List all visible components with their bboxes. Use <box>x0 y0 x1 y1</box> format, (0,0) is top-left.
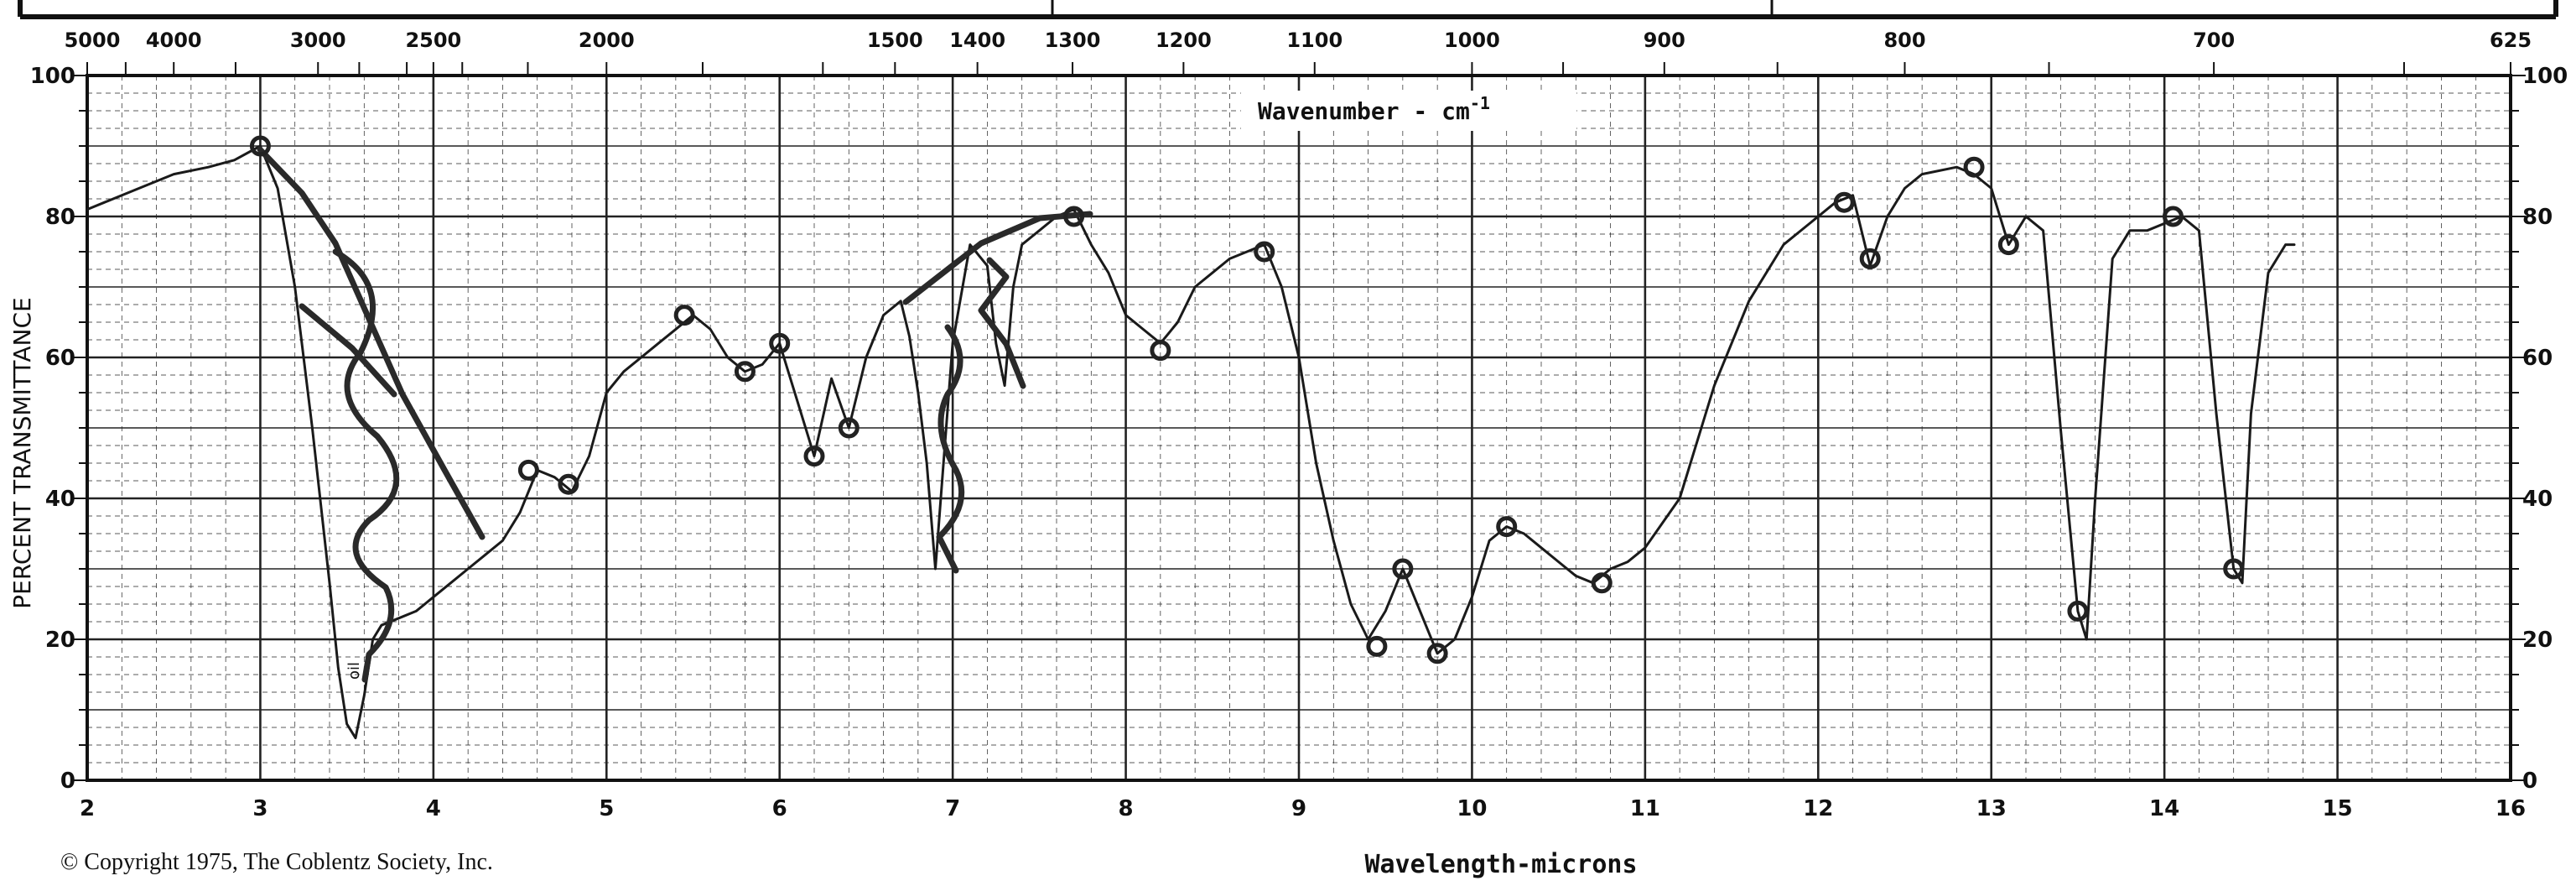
oil-annotation: oil <box>345 662 363 680</box>
y-tick-label-left: 0 <box>60 769 75 794</box>
peak-marker <box>1392 558 1414 580</box>
pen-mark <box>257 146 486 540</box>
top-tick-label: 700 <box>2193 29 2235 52</box>
y-tick-label-right: 80 <box>2522 205 2553 230</box>
peak-marker <box>769 332 791 354</box>
top-frame <box>18 0 2558 19</box>
top-tick-label: 900 <box>1644 29 1685 52</box>
top-tick-label: 3000 <box>290 29 346 52</box>
x-tick-label: 13 <box>1976 796 2007 821</box>
peak-marker <box>1254 241 1275 263</box>
top-tick-labels: 5000 4000 3000 2500 2000 1500 1400 1300 1200 1100… <box>65 29 2532 52</box>
peak-marker <box>1591 572 1613 594</box>
peak-marker <box>558 473 579 495</box>
top-tick-label: 1400 <box>949 29 1005 52</box>
top-tick-label: 2000 <box>579 29 635 52</box>
x-tick-label: 11 <box>1630 796 1660 821</box>
top-tick-label: 1100 <box>1286 29 1343 52</box>
peak-marker <box>517 459 539 481</box>
y-axis-label: PERCENT TRANSMITTANCE <box>8 297 36 608</box>
copyright-text: © Copyright 1975, The Coblentz Society, … <box>60 849 493 875</box>
y-tick-label-left: 60 <box>45 346 75 371</box>
x-tick-label: 14 <box>2149 796 2179 821</box>
top-tick-label: 5000 <box>65 29 121 52</box>
x-tick-label: 12 <box>1803 796 1833 821</box>
peak-marker <box>1859 248 1881 269</box>
pen-mark <box>332 248 400 683</box>
top-tick-label: 625 <box>2490 29 2532 52</box>
x-tick-labels: 2 3 4 5 6 7 8 9 10 11 12 13 14 15 16 <box>80 796 2526 821</box>
pen-mark <box>978 257 1026 389</box>
y-tick-label-left: 40 <box>45 487 75 512</box>
series-group <box>86 144 2296 740</box>
top-tick-label: 1000 <box>1444 29 1500 52</box>
peak-marker <box>803 446 825 467</box>
x-tick-label: 15 <box>2322 796 2352 821</box>
y-tick-label-right: 40 <box>2522 487 2553 512</box>
peak-marker <box>838 417 860 439</box>
pen-marks <box>249 135 2245 683</box>
y-tick-label-left: 80 <box>45 205 75 230</box>
y-tick-label-right: 20 <box>2522 628 2553 653</box>
x-tick-label: 3 <box>252 796 267 821</box>
x-tick-label: 10 <box>1457 796 1487 821</box>
top-tick-label: 2500 <box>405 29 461 52</box>
grid <box>86 74 2512 782</box>
top-tick-label: 1300 <box>1045 29 1101 52</box>
top-tick-label: 4000 <box>146 29 202 52</box>
peak-marker <box>673 305 695 326</box>
y-tick-label-right: 60 <box>2522 346 2553 371</box>
peak-marker <box>249 135 271 157</box>
peak-marker <box>1496 516 1518 538</box>
peak-marker <box>1963 156 1985 178</box>
peak-marker <box>1997 234 2019 256</box>
top-tick-label: 800 <box>1883 29 1925 52</box>
peak-marker <box>1063 206 1085 227</box>
axis-ticks <box>72 62 2526 781</box>
x-tick-label: 9 <box>1291 796 1306 821</box>
x-tick-label: 6 <box>772 796 787 821</box>
peak-marker <box>1833 191 1855 213</box>
top-axis-label: Wavenumber - cm-1 <box>1258 93 1490 125</box>
top-tick-label: 1200 <box>1156 29 1212 52</box>
y-tick-labels: 0 0 20 20 40 40 60 60 80 80 100 100 <box>30 64 2568 794</box>
y-tick-label-right: 0 <box>2522 769 2537 794</box>
y-tick-label-right: 100 <box>2522 64 2568 89</box>
peak-marker <box>734 361 756 383</box>
peak-marker <box>1426 643 1448 664</box>
y-tick-label-left: 20 <box>45 628 75 653</box>
pen-mark <box>936 324 965 574</box>
peak-marker <box>2223 558 2245 580</box>
top-tick-label: 1500 <box>867 29 923 52</box>
peak-marker <box>2067 600 2089 622</box>
x-tick-label: 4 <box>426 796 441 821</box>
series-line <box>86 144 2296 740</box>
peak-marker <box>1366 635 1388 657</box>
x-tick-label: 16 <box>2496 796 2526 821</box>
x-tick-label: 5 <box>599 796 614 821</box>
x-tick-label: 2 <box>80 796 95 821</box>
pen-mark <box>299 303 397 398</box>
peak-marker <box>1150 340 1171 362</box>
peak-marker <box>2162 206 2184 227</box>
x-tick-label: 7 <box>945 796 960 821</box>
x-axis-label: Wavelength-microns <box>1364 850 1637 879</box>
wavenumber-label-bg <box>1241 91 1576 131</box>
x-tick-label: 8 <box>1119 796 1134 821</box>
y-tick-label-left: 100 <box>30 64 75 89</box>
